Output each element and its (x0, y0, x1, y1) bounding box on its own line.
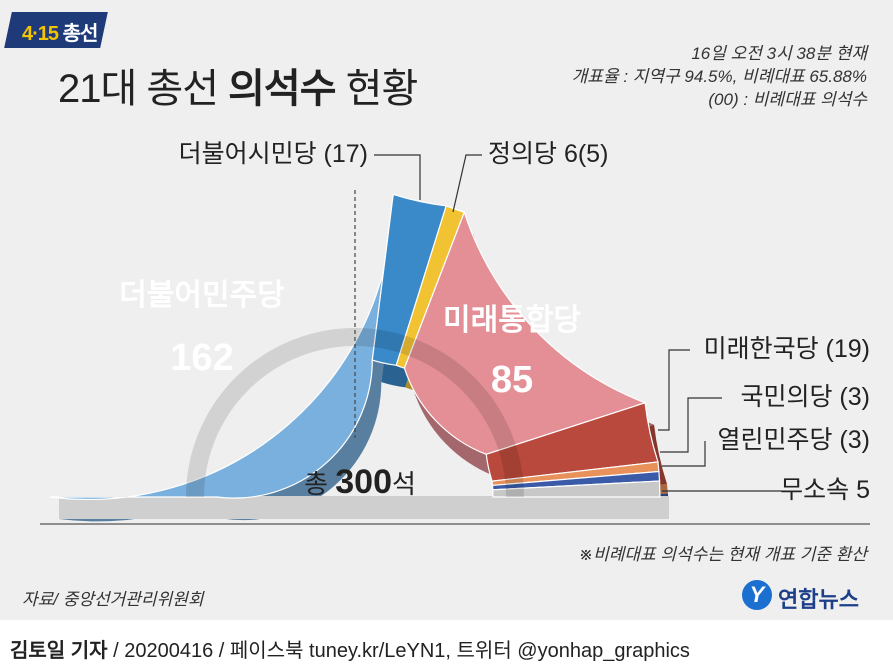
callout-label: 정의당 6(5) (488, 140, 608, 168)
seat-chart: 더불어민주당 162 미래통합당 85 총 300석 더불어시민당 (17) 정의당 6(5… (40, 140, 870, 525)
callout-line (658, 349, 690, 431)
total-seats-label: 총 300석 (304, 463, 416, 501)
segment-name-label: 미래통합당 (443, 304, 581, 337)
election-badge-label: 4·15 총선 (22, 23, 98, 45)
footnote: ※비례대표 의석수는 현재 개표 기준 환산 (578, 545, 867, 564)
source-text: 자료/ 중앙선거관리위원회 (22, 590, 204, 609)
count-info: 16일 오전 3시 38분 현재 개표율 : 지역구 94.5%, 비례대표 6… (572, 42, 867, 111)
chart-base-depth (59, 496, 669, 519)
callout-label: 국민의당 (3) (740, 383, 870, 411)
callout-label: 열린민주당 (3) (717, 426, 870, 454)
callout-label: 무소속 5 (780, 476, 870, 504)
seat-segment (492, 480, 661, 498)
callout-label: 더불어시민당 (17) (179, 140, 368, 168)
count-time: 16일 오전 3시 38분 현재 (691, 44, 867, 63)
count-rate: 개표율 : 지역구 94.5%, 비례대표 65.88% (571, 67, 867, 86)
page-title: 21대 총선 의석수 현황 (58, 67, 418, 111)
callout-line (374, 154, 421, 200)
byline: 김토일 기자 / 20200416 / 페이스북 tuney.kr/LeYN1,… (10, 640, 690, 662)
callout-label: 미래한국당 (19) (704, 335, 870, 363)
yonhap-logo-text: 연합뉴스 (778, 587, 859, 612)
callout-line (660, 397, 722, 453)
segment-seat-label: 162 (170, 337, 233, 379)
yonhap-logo-icon: Y (742, 580, 772, 610)
segment-name-label: 더불어민주당 (119, 279, 285, 312)
callout-line (452, 154, 482, 213)
segment-seat-label: 85 (491, 359, 533, 401)
callout-line (662, 441, 706, 467)
seat-segment (403, 210, 647, 455)
legend-note: (00) : 비례대표 의석수 (708, 90, 867, 109)
yonhap-logo: Y 연합뉴스 (742, 578, 878, 614)
